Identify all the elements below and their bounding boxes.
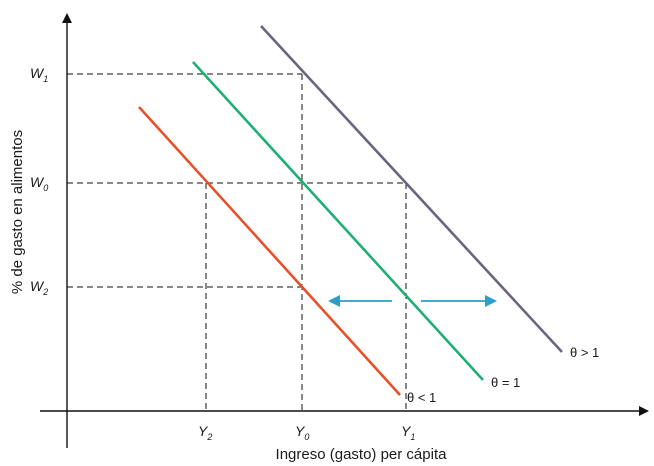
tick-w0: W0 (30, 174, 48, 193)
label-theta-less-1: θ < 1 (407, 390, 436, 405)
curve-theta-greater-1 (260, 25, 563, 353)
tick-w2: W2 (30, 278, 48, 297)
tick-y2: Y2 (198, 423, 212, 442)
tick-y0: Y0 (295, 423, 309, 442)
tick-y1: Y1 (401, 423, 415, 442)
tick-w1: W1 (30, 65, 48, 84)
y-axis-title: % de gasto en alimentos (9, 130, 26, 294)
curve-theta-equal-1 (192, 61, 484, 381)
guide-lines (67, 73, 407, 411)
curve-theta-less-1 (138, 106, 401, 396)
label-theta-equal-1: θ = 1 (491, 375, 520, 390)
x-axis-title: Ingreso (gasto) per cápita (276, 446, 448, 463)
label-theta-greater-1: θ > 1 (570, 345, 599, 360)
